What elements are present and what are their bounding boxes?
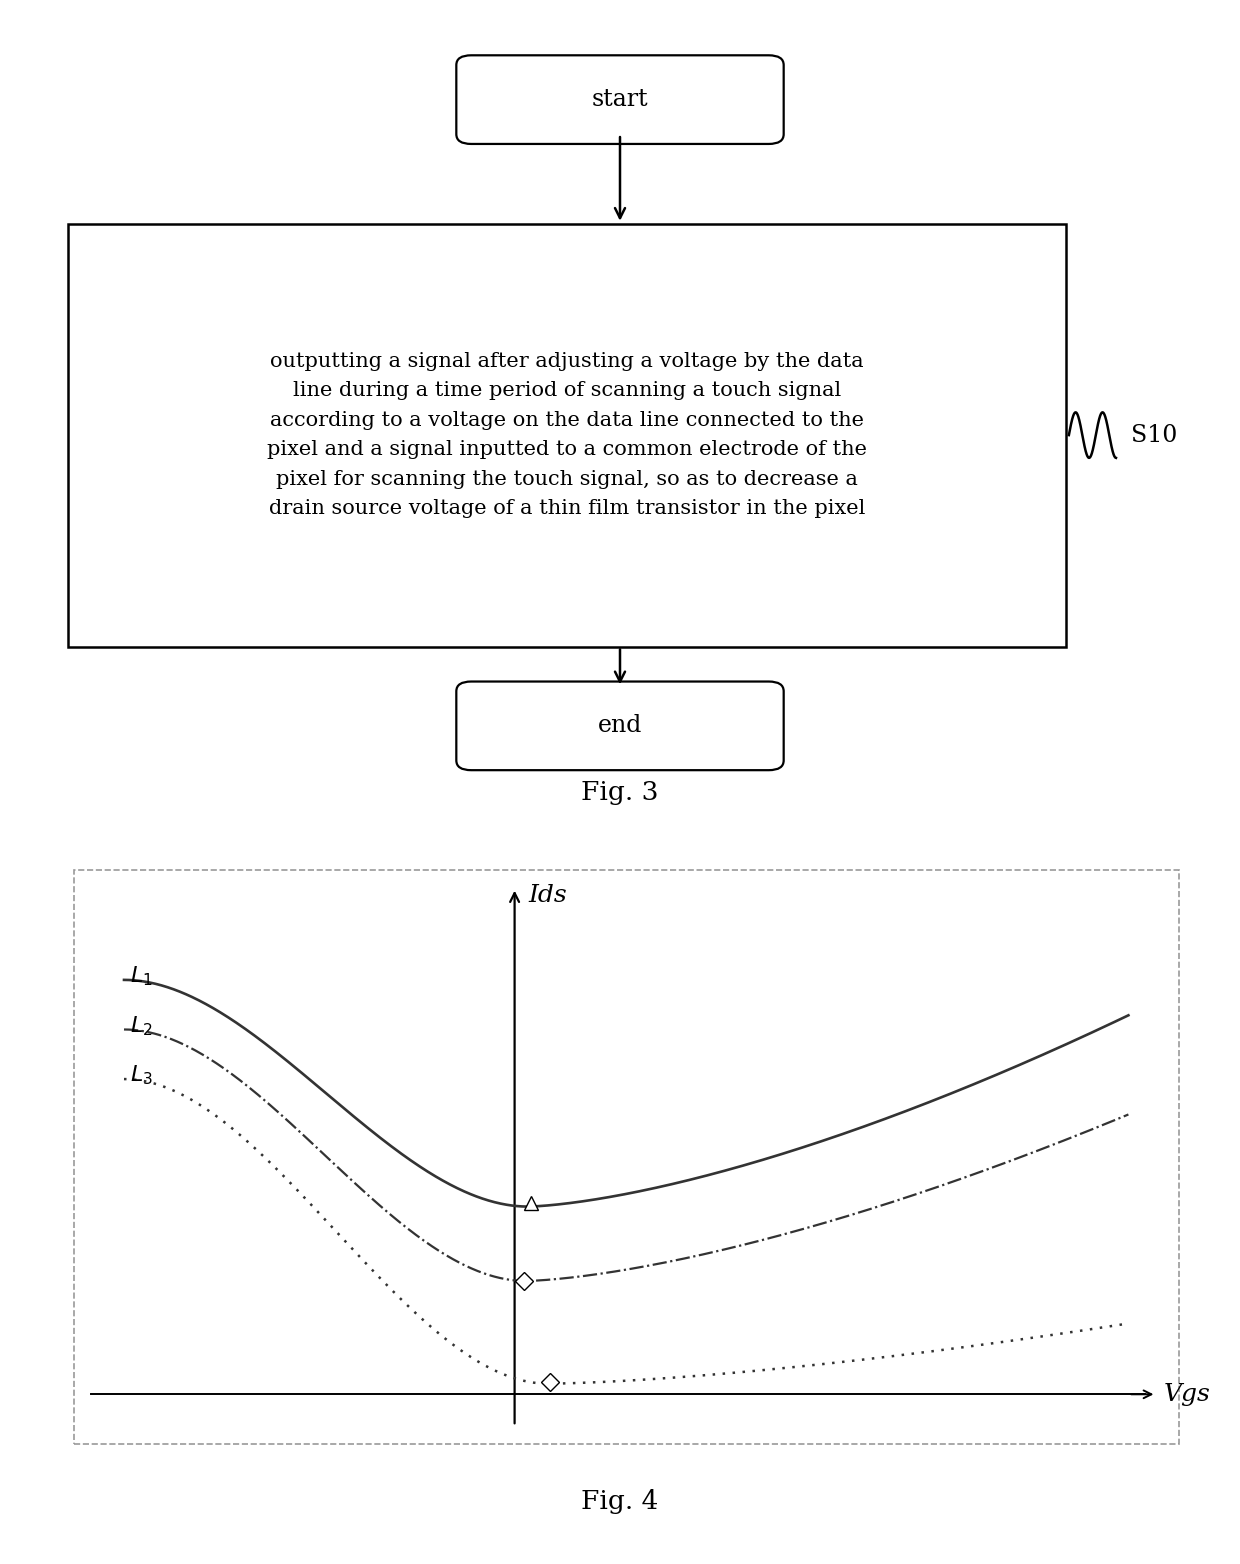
Text: S10: S10 xyxy=(1131,424,1177,447)
FancyBboxPatch shape xyxy=(456,682,784,769)
FancyBboxPatch shape xyxy=(456,55,784,144)
Text: Fig. 3: Fig. 3 xyxy=(582,780,658,805)
Text: outputting a signal after adjusting a voltage by the data
line during a time per: outputting a signal after adjusting a vo… xyxy=(268,352,867,518)
Text: Ids: Ids xyxy=(528,884,567,907)
Text: start: start xyxy=(591,88,649,111)
Text: Fig. 4: Fig. 4 xyxy=(582,1489,658,1514)
Text: $L_1$: $L_1$ xyxy=(130,965,153,988)
Text: end: end xyxy=(598,715,642,737)
Text: Vgs: Vgs xyxy=(1164,1383,1211,1406)
Text: $L_3$: $L_3$ xyxy=(130,1064,153,1087)
Bar xyxy=(68,224,1066,646)
Text: $L_2$: $L_2$ xyxy=(130,1013,153,1038)
